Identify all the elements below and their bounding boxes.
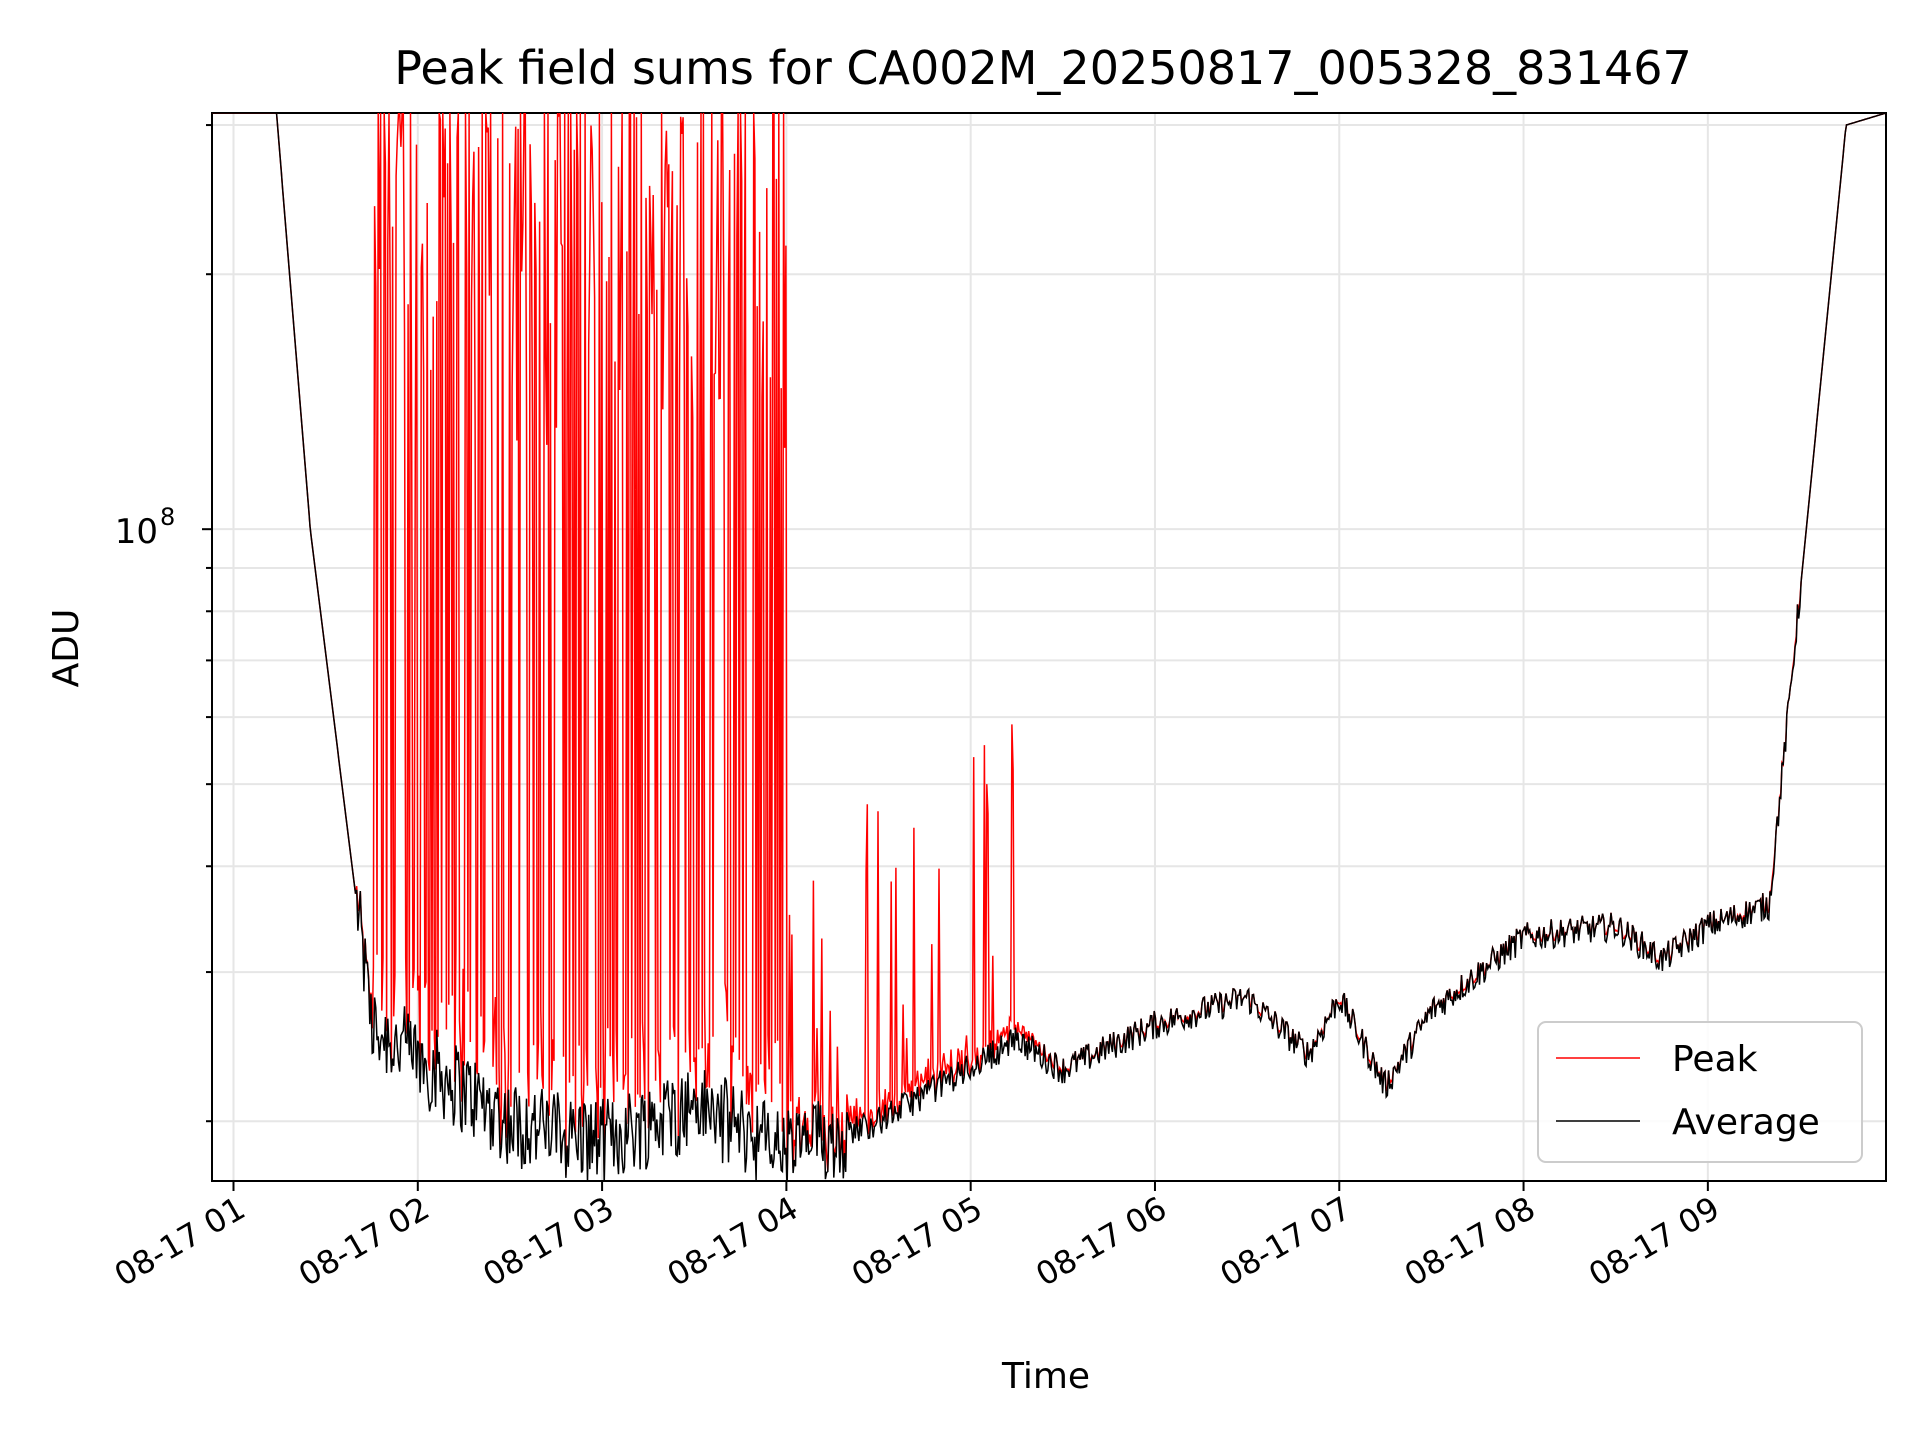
x-tick-label: 08-17 03 bbox=[476, 1189, 620, 1294]
x-tick-label: 08-17 02 bbox=[292, 1189, 436, 1294]
x-tick-label: 08-17 09 bbox=[1582, 1189, 1726, 1294]
x-tick-label: 08-17 05 bbox=[845, 1189, 989, 1294]
chart-title: Peak field sums for CA002M_20250817_0053… bbox=[394, 41, 1692, 95]
legend-box bbox=[1537, 1021, 1863, 1163]
series-line-peak bbox=[212, 113, 1886, 1178]
y-tick-label: 10 bbox=[115, 512, 158, 552]
x-tick-label: 08-17 06 bbox=[1029, 1189, 1173, 1294]
legend-label-average: Average bbox=[1672, 1102, 1820, 1143]
legend-label-peak: Peak bbox=[1672, 1039, 1758, 1080]
y-axis-label: ADU bbox=[46, 609, 87, 688]
y-tick-label-exponent: 8 bbox=[160, 503, 175, 531]
plot-series-group bbox=[212, 113, 1886, 1181]
legend: Peak Average bbox=[1537, 1021, 1863, 1163]
plot-area bbox=[211, 112, 1887, 1182]
x-tick-label: 08-17 08 bbox=[1398, 1189, 1542, 1294]
series-line-average bbox=[212, 113, 1886, 1181]
x-tick-label: 08-17 04 bbox=[661, 1189, 805, 1294]
x-tick-label: 08-17 01 bbox=[108, 1189, 252, 1294]
y-axis: 10 8 bbox=[115, 124, 212, 1123]
x-axis: 08-17 01 08-17 02 08-17 03 08-17 04 08-17 05… bbox=[108, 1181, 1726, 1294]
x-axis-label: Time bbox=[1001, 1356, 1090, 1397]
x-tick-label: 08-17 07 bbox=[1214, 1189, 1358, 1294]
grid bbox=[212, 113, 1886, 1181]
